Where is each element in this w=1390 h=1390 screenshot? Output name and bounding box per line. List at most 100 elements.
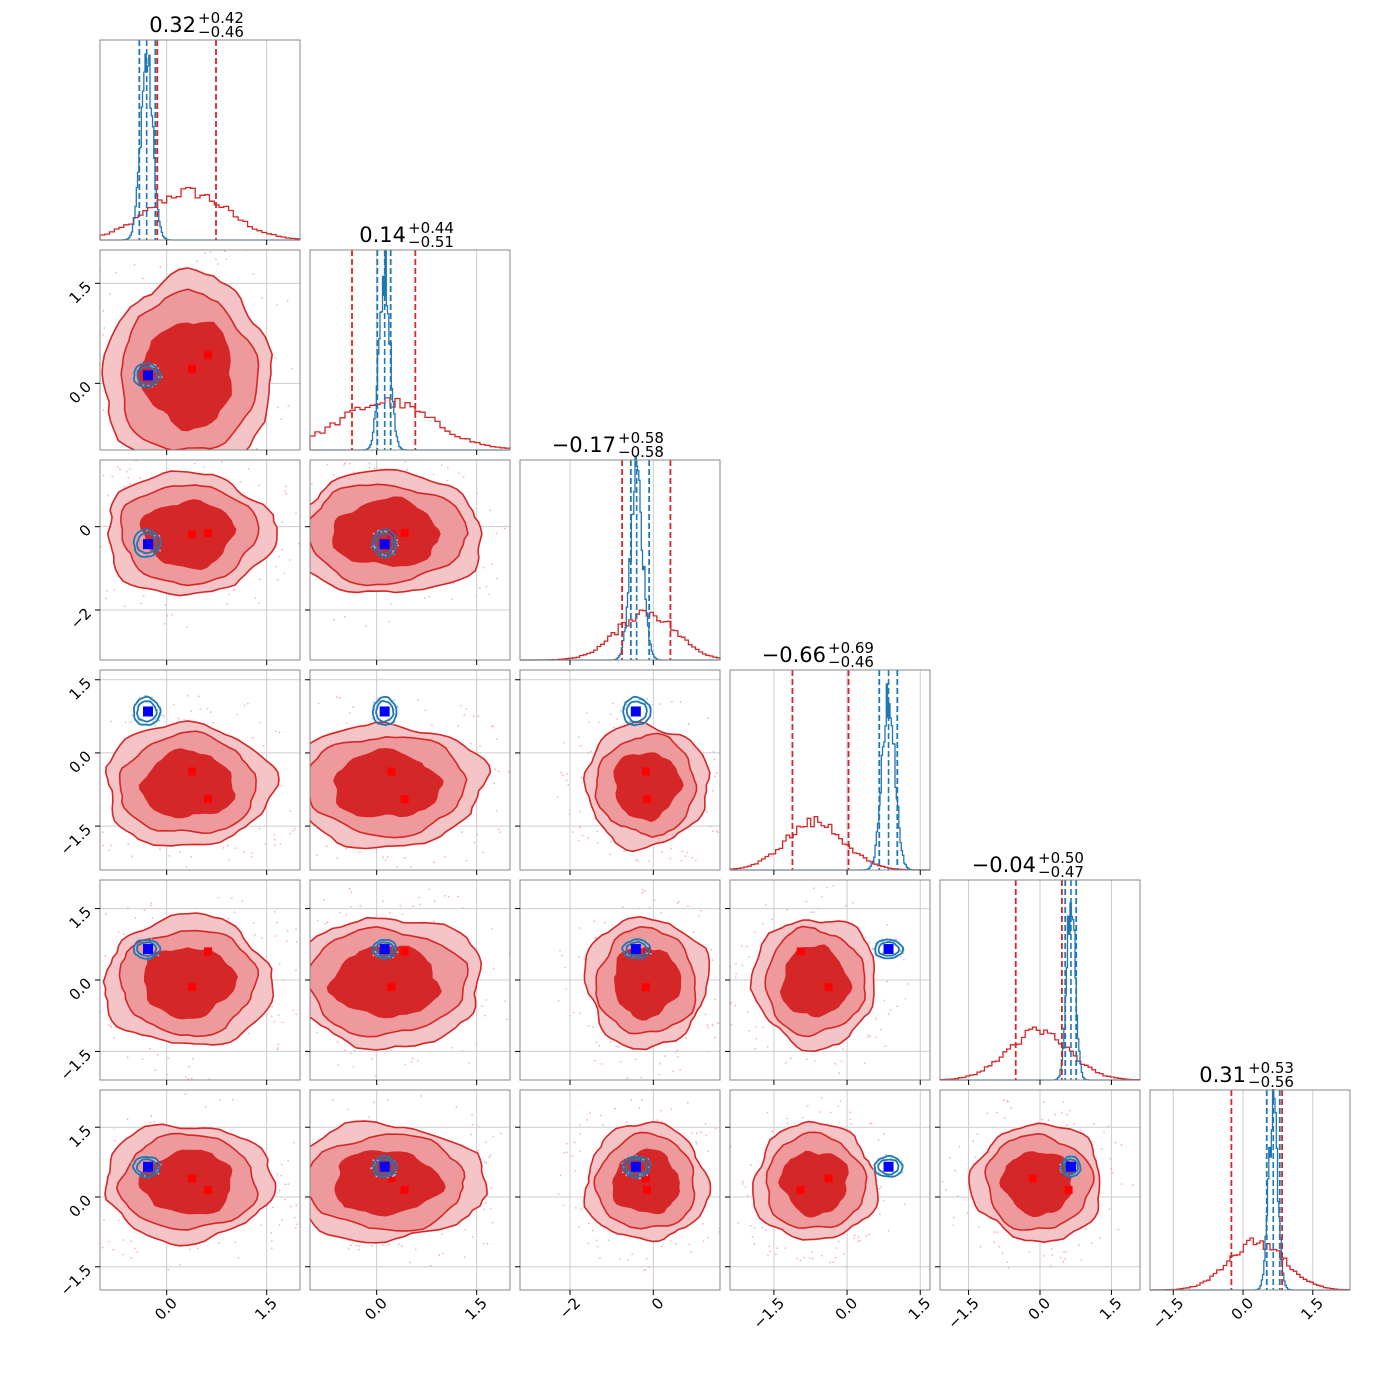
scatter-point — [595, 1041, 598, 1044]
scatter-point — [638, 698, 641, 701]
scatter-point — [705, 1134, 707, 1137]
param-title-median: 0.31 — [1199, 1063, 1246, 1087]
red-marker — [400, 1186, 409, 1194]
scatter-point — [226, 844, 229, 847]
scatter-point — [786, 1122, 789, 1125]
panel-2d-5-4 — [941, 1099, 1134, 1269]
scatter-point — [308, 774, 310, 776]
scatter-point — [1078, 1244, 1080, 1247]
scatter-point — [750, 1164, 752, 1166]
truth-marker — [1065, 1161, 1076, 1172]
scatter-point — [280, 784, 283, 787]
scatter-point — [1065, 1250, 1068, 1253]
scatter-point — [723, 800, 725, 802]
scatter-point — [559, 949, 561, 952]
y-tick-label: −1.5 — [57, 1261, 95, 1299]
scatter-point — [516, 936, 518, 938]
truth-marker — [883, 1161, 894, 1172]
scatter-point — [482, 566, 485, 569]
scatter-point — [876, 1157, 879, 1160]
scatter-point — [291, 367, 293, 370]
scatter-point — [646, 1174, 649, 1177]
scatter-point — [106, 589, 108, 592]
scatter-point — [461, 906, 464, 909]
blue-contour-inner — [135, 1158, 158, 1175]
scatter-point — [1103, 1131, 1106, 1134]
scatter-point — [710, 948, 713, 951]
scatter-point — [842, 1048, 845, 1050]
scatter-point — [806, 1058, 808, 1061]
scatter-point — [301, 313, 303, 315]
scatter-point — [850, 1123, 853, 1126]
scatter-point — [323, 898, 326, 901]
scatter-point — [227, 917, 230, 920]
scatter-point — [614, 1107, 616, 1110]
scatter-point — [707, 1150, 710, 1153]
scatter-point — [660, 1120, 663, 1123]
param-title-minus: −0.46 — [828, 653, 874, 671]
scatter-point — [587, 752, 589, 755]
scatter-point — [70, 973, 72, 975]
x-tick-label: 1.5 — [251, 1294, 281, 1324]
scatter-point — [390, 1050, 393, 1052]
scatter-point — [724, 959, 726, 961]
scatter-point — [277, 1014, 280, 1017]
scatter-point — [112, 1248, 115, 1251]
scatter-point — [277, 1047, 279, 1049]
scatter-point — [237, 1257, 240, 1259]
red-histogram-4 — [939, 1026, 1141, 1081]
scatter-point — [712, 750, 715, 753]
blue-contour-inner — [136, 366, 158, 386]
scatter-point — [228, 593, 230, 596]
scatter-point — [90, 1173, 92, 1175]
scatter-point — [492, 725, 495, 727]
scatter-point — [684, 1037, 687, 1040]
scatter-point — [698, 915, 701, 917]
scatter-point — [465, 859, 468, 862]
scatter-point — [277, 555, 280, 558]
scatter-point — [648, 1266, 651, 1269]
scatter-point — [802, 1256, 805, 1259]
scatter-point — [216, 263, 219, 266]
scatter-point — [167, 1268, 170, 1271]
red-marker — [188, 364, 196, 373]
scatter-point — [68, 966, 70, 968]
scatter-point — [127, 245, 129, 247]
scatter-point — [410, 1061, 413, 1064]
scatter-point — [695, 1132, 698, 1135]
scatter-point — [784, 1062, 787, 1065]
scatter-point — [247, 1032, 250, 1035]
scatter-point — [645, 1257, 648, 1260]
scatter-point — [744, 1186, 747, 1188]
scatter-point — [416, 1059, 419, 1062]
scatter-point — [388, 621, 391, 623]
scatter-point — [722, 771, 724, 773]
scatter-point — [490, 725, 493, 728]
blue-contour-inner — [136, 700, 158, 723]
scatter-point — [91, 773, 93, 775]
scatter-point — [585, 712, 588, 715]
scatter-point — [707, 1236, 710, 1239]
scatter-point — [495, 532, 498, 535]
scatter-point — [396, 951, 399, 954]
scatter-point — [446, 466, 449, 469]
scatter-point — [677, 900, 680, 903]
param-title-plus: +0.69 — [828, 639, 874, 657]
scatter-point — [326, 463, 329, 466]
scatter-point — [465, 455, 467, 457]
scatter-point — [599, 1114, 602, 1117]
scatter-point — [494, 768, 496, 771]
scatter-point — [140, 602, 143, 605]
scatter-point — [877, 1171, 880, 1174]
scatter-point — [858, 1239, 861, 1242]
scatter-point — [239, 480, 242, 483]
scatter-point — [241, 900, 244, 903]
scatter-point — [886, 924, 889, 926]
scatter-point — [986, 1112, 989, 1115]
scatter-point — [849, 1111, 852, 1114]
scatter-point — [403, 857, 406, 859]
scatter-point — [638, 1107, 641, 1110]
scatter-point — [98, 971, 100, 973]
scatter-point — [223, 250, 226, 253]
red-contour-inner — [778, 1150, 849, 1218]
